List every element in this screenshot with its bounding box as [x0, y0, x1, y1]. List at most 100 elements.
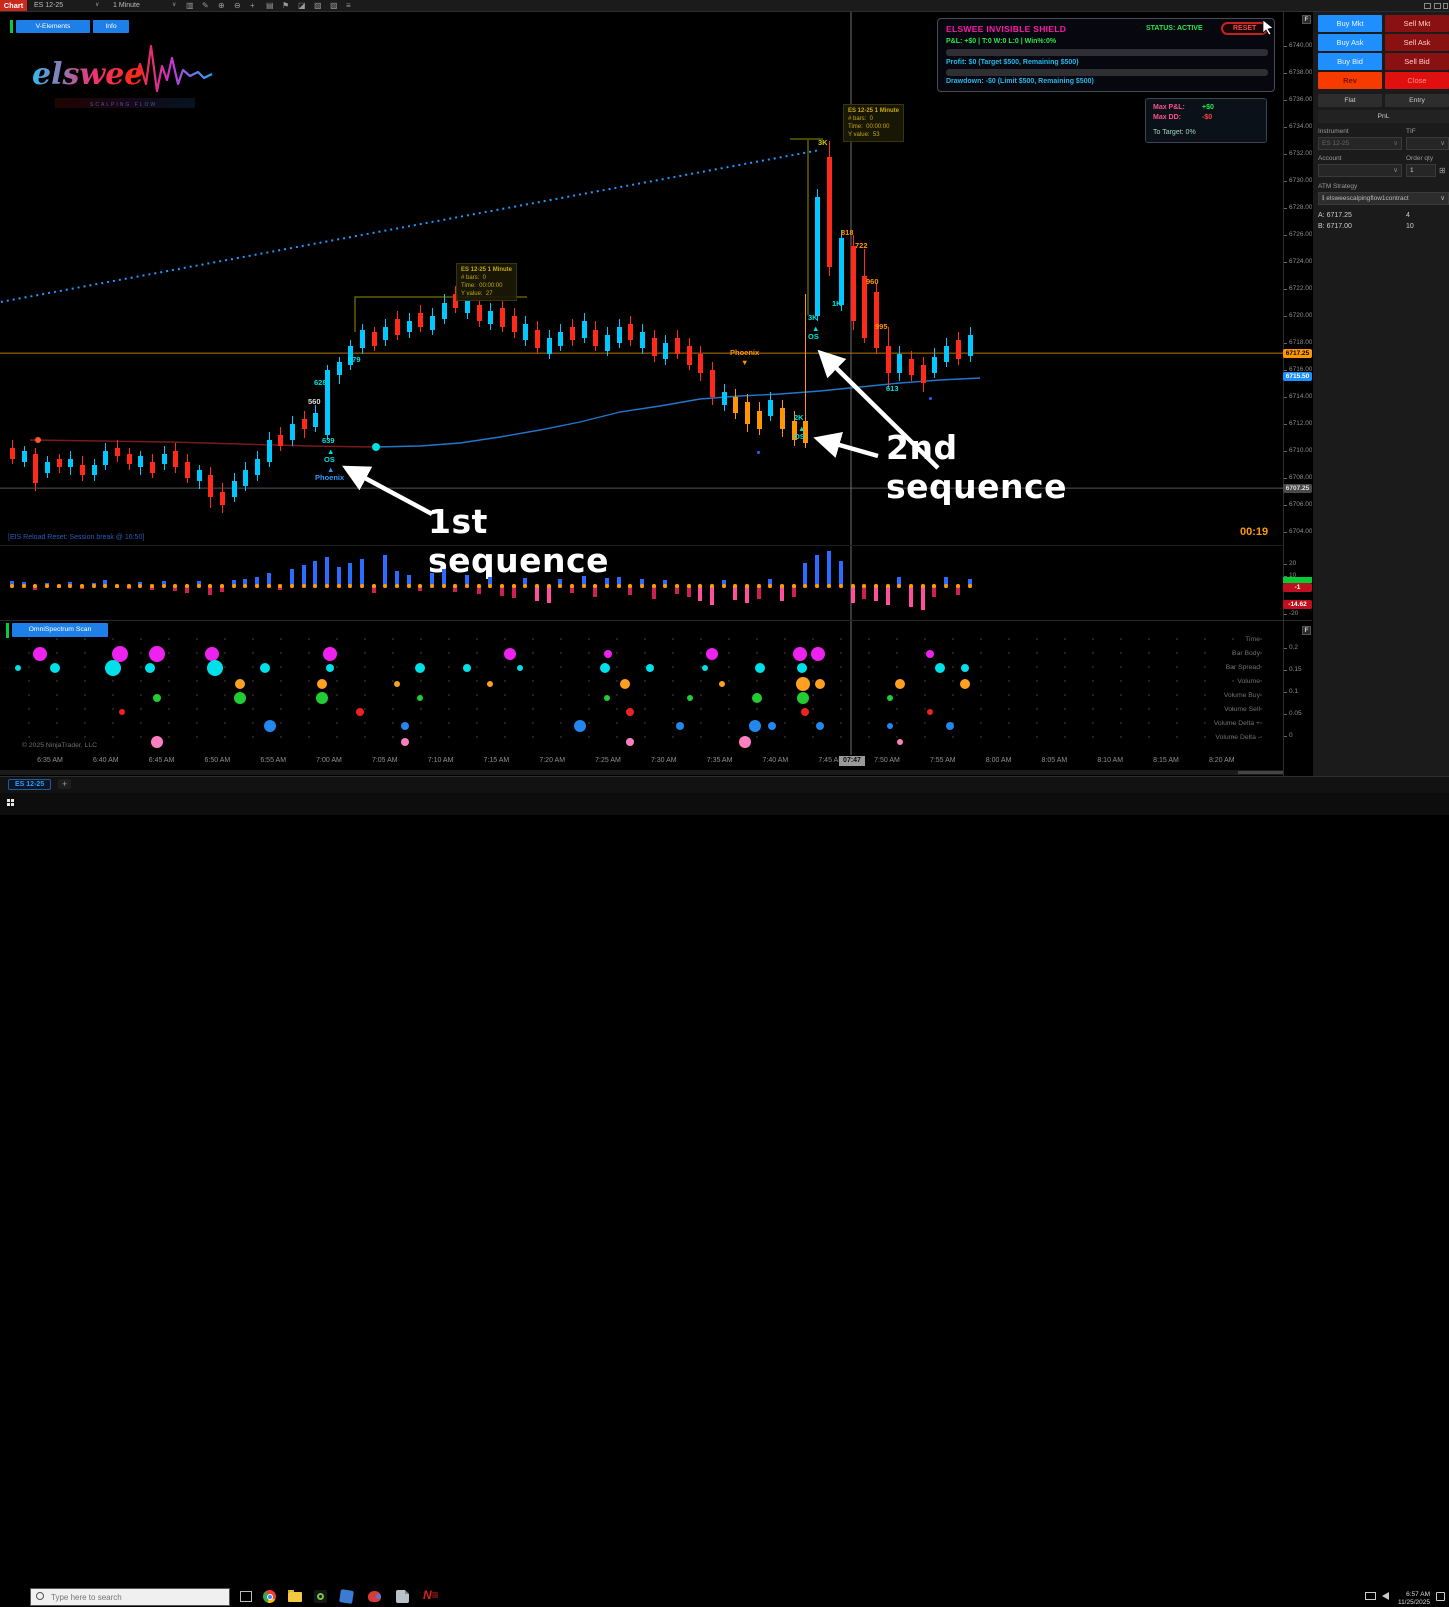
volume-zero-dot: [512, 584, 516, 588]
start-button[interactable]: [7, 799, 17, 809]
volume-zero-dot: [220, 584, 224, 588]
buy-mkt-button[interactable]: Buy Mkt: [1318, 15, 1382, 32]
scan-row-label: Volume Delta -: [1215, 734, 1260, 741]
candle-body: [430, 316, 435, 330]
scrollbar-thumb[interactable]: [1238, 771, 1283, 774]
atm-strategy-label: ATM Strategy: [1318, 183, 1358, 190]
candle-body: [488, 310, 493, 325]
tray-network-icon[interactable]: [1365, 1592, 1376, 1600]
scan-dot: [752, 693, 762, 703]
flat-button[interactable]: Flat: [1318, 94, 1382, 107]
window-minimize-icon[interactable]: [1424, 3, 1431, 9]
tray-volume-icon[interactable]: [1382, 1592, 1389, 1600]
tab-omnispectrum-scan[interactable]: OmniSpectrum Scan: [12, 623, 108, 637]
chevron-down-icon[interactable]: ∨: [95, 2, 100, 8]
instrument-select[interactable]: ES 12-25 ∨: [1318, 137, 1402, 150]
candle-body: [500, 307, 505, 327]
fixed-scale-chip[interactable]: F: [1302, 626, 1311, 635]
buy-bid-button[interactable]: Buy Bid: [1318, 53, 1382, 70]
volume-zero-dot: [372, 584, 376, 588]
alerts-icon[interactable]: ⚑: [282, 1, 290, 10]
volume-bar-down: [453, 585, 457, 592]
max-pnl-panel: Max P&L: +$0 Max DD: -$0 To Target: 0%: [1145, 98, 1267, 143]
strategies-icon[interactable]: ▧: [314, 1, 322, 10]
volume-zero-dot: [430, 584, 434, 588]
candle-body: [220, 491, 225, 505]
atm-strategy-select[interactable]: ℹ elsweescalpingflow1contract ∨: [1318, 192, 1449, 205]
buy-ask-button[interactable]: Buy Ask: [1318, 34, 1382, 51]
candle-body: [197, 469, 202, 481]
volume-bar-up: [968, 579, 972, 585]
zoom-out-icon[interactable]: ⊖: [234, 1, 241, 10]
tab-es-12-25[interactable]: ES 12-25: [8, 779, 52, 790]
window-restore-icon[interactable]: [1434, 3, 1441, 9]
scan-dot: [926, 650, 934, 658]
task-view-icon[interactable]: [240, 1591, 252, 1602]
scan-row-label: Volume: [1237, 678, 1260, 685]
chart-style-icon[interactable]: ▥: [186, 1, 194, 10]
qty-grid-icon[interactable]: ⊞: [1439, 166, 1446, 175]
drawdown-progress-bar: [946, 69, 1268, 76]
time-axis-label: 8:10 AM: [1097, 757, 1124, 764]
add-tab-button[interactable]: +: [58, 779, 72, 789]
qty-input[interactable]: 1: [1406, 164, 1436, 177]
volume-bar-down: [500, 585, 504, 596]
candle-body: [337, 361, 342, 376]
shield-pnl-line: P&L: +$0 | T:0 W:0 L:0 | Win%:0%: [946, 38, 1057, 45]
volume-zero-dot: [325, 584, 329, 588]
volume-zero-dot: [663, 584, 667, 588]
draw-icon[interactable]: ✎: [202, 1, 209, 10]
properties-icon[interactable]: ▨: [330, 1, 338, 10]
sell-mkt-button[interactable]: Sell Mkt: [1385, 15, 1449, 32]
max-dd-label: Max DD:: [1153, 114, 1182, 121]
notification-center-icon[interactable]: [1436, 1592, 1445, 1601]
search-input[interactable]: [30, 1588, 230, 1606]
clock[interactable]: 6:57 AM 11/25/2025: [1397, 1591, 1430, 1606]
candle-body: [768, 399, 773, 416]
reverse-button[interactable]: Rev: [1318, 72, 1382, 89]
volume-zero-dot: [827, 584, 831, 588]
candle-body: [886, 345, 891, 373]
zoom-in-icon[interactable]: ⊕: [218, 1, 225, 10]
volume-bar-up: [465, 575, 469, 585]
volume-zero-dot: [956, 584, 960, 588]
candle-body: [302, 418, 307, 430]
crosshair-icon[interactable]: +: [250, 1, 255, 10]
indicators-icon[interactable]: ▤: [266, 1, 274, 10]
instrument-selector[interactable]: ES 12-25: [34, 2, 64, 9]
entry-button[interactable]: Entry: [1385, 94, 1449, 107]
chevron-down-icon[interactable]: ∨: [172, 2, 177, 8]
fixed-scale-chip[interactable]: F: [1302, 15, 1311, 24]
reset-button[interactable]: RESET: [1221, 22, 1269, 35]
window-close-icon[interactable]: [1443, 3, 1448, 9]
close-button[interactable]: Close: [1385, 72, 1449, 89]
app-blue-icon[interactable]: [339, 1589, 354, 1604]
chart-menu-button[interactable]: Chart: [0, 0, 27, 11]
sell-ask-button[interactable]: Sell Ask: [1385, 34, 1449, 51]
time-axis-label: 7:50 AM: [874, 757, 900, 764]
interval-selector[interactable]: 1 Minute: [113, 2, 140, 9]
tab-info[interactable]: Info: [93, 20, 129, 33]
sell-bid-button[interactable]: Sell Bid: [1385, 53, 1449, 70]
chrome-icon[interactable]: [263, 1590, 276, 1603]
ninjatrader-icon[interactable]: N≡: [423, 1588, 439, 1602]
scan-dot: [801, 708, 809, 716]
volume-zero-dot: [267, 584, 271, 588]
obs-icon[interactable]: [314, 1590, 327, 1603]
app-red-icon[interactable]: [368, 1591, 381, 1602]
volume-zero-dot: [453, 584, 457, 588]
scan-dot: [646, 664, 654, 672]
candle-body: [173, 451, 178, 468]
list-icon[interactable]: ≡: [346, 1, 351, 10]
app-gray-icon[interactable]: [396, 1590, 409, 1603]
volume-bar-down: [652, 585, 656, 599]
scan-dot: [112, 646, 128, 662]
file-explorer-icon[interactable]: [288, 1590, 302, 1602]
candle-body: [33, 453, 38, 484]
tif-select[interactable]: ∨: [1406, 137, 1449, 150]
chart-h-scrollbar[interactable]: [0, 770, 1283, 775]
snapshot-icon[interactable]: ◪: [298, 1, 306, 10]
volume-zero-dot: [173, 584, 177, 588]
account-select[interactable]: ∨: [1318, 164, 1402, 177]
tab-v-elements[interactable]: V-Elements: [16, 20, 90, 33]
